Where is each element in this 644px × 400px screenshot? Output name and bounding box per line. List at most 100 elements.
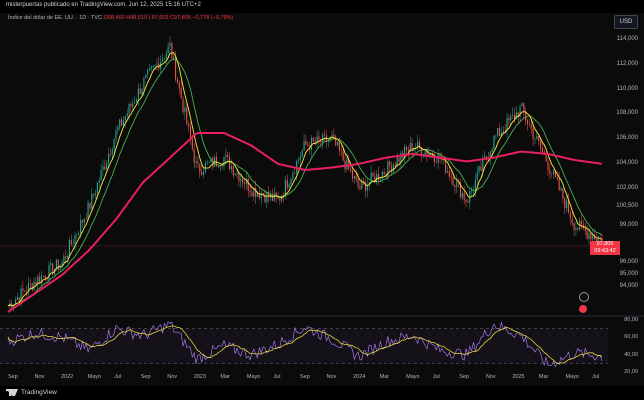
lightning-icon[interactable]: [579, 292, 589, 302]
candle: [208, 162, 210, 163]
candle: [245, 178, 247, 185]
ma-short-line: [7, 52, 603, 307]
candle: [139, 88, 141, 95]
time-tick: Sep: [140, 374, 151, 380]
candle: [154, 64, 156, 66]
candle: [89, 202, 91, 209]
candle: [256, 192, 259, 197]
time-tick: Sep: [459, 374, 470, 380]
candle: [463, 192, 465, 200]
candle: [83, 218, 85, 223]
candle: [68, 240, 71, 256]
candle: [210, 158, 212, 163]
candle: [519, 106, 521, 117]
candle: [268, 191, 270, 198]
price-tick: 96,000: [619, 258, 638, 265]
candle: [307, 144, 309, 146]
time-tick: Mar: [379, 374, 390, 380]
candle: [132, 103, 134, 107]
candle: [588, 233, 590, 239]
candle: [145, 74, 147, 79]
candle: [337, 142, 339, 146]
footer: [0, 386, 644, 400]
candle: [510, 115, 512, 121]
candle: [381, 172, 383, 179]
candle: [569, 212, 571, 219]
candle: [156, 63, 158, 65]
currency-button[interactable]: USD: [614, 15, 638, 29]
candle: [532, 128, 534, 139]
candle: [553, 170, 555, 175]
candle: [230, 166, 233, 170]
candle: [323, 134, 326, 136]
price-tick: 112,000: [616, 61, 638, 68]
candle: [564, 198, 566, 209]
candle: [350, 168, 352, 171]
candle: [398, 157, 400, 163]
time-tick: Mayo: [565, 374, 579, 380]
candle: [193, 149, 195, 163]
candle: [22, 288, 24, 291]
price-tick: 104,000: [616, 159, 638, 166]
candle: [180, 87, 182, 99]
candle: [342, 151, 344, 161]
candle: [461, 192, 463, 198]
candle: [80, 220, 82, 234]
candle: [255, 187, 257, 197]
candle: [126, 113, 128, 116]
candle: [37, 276, 39, 285]
symbol-legend[interactable]: Índice del dólar de EE. UU. · 1D · TVC O…: [8, 15, 233, 21]
candle: [411, 142, 413, 151]
candle: [562, 188, 564, 199]
candle: [431, 153, 434, 157]
candle: [121, 119, 123, 126]
candle: [299, 156, 301, 160]
candle: [134, 102, 136, 104]
candle: [288, 184, 290, 188]
candle: [428, 153, 430, 156]
candle: [290, 178, 292, 185]
candle: [513, 114, 516, 120]
candle: [40, 275, 43, 284]
time-tick: 2023: [193, 374, 207, 380]
candle: [93, 193, 95, 195]
candle: [560, 188, 562, 191]
candle: [405, 146, 408, 150]
rsi-tick: 20,00: [624, 369, 638, 375]
flag-icon[interactable]: [579, 305, 587, 313]
rsi-ma-line: [7, 325, 603, 365]
candle: [528, 124, 530, 125]
candle: [556, 177, 558, 179]
tradingview-logo[interactable]: TradingView: [6, 389, 57, 396]
tv-logo-icon: [6, 389, 18, 396]
candle: [227, 154, 229, 157]
candle: [452, 177, 454, 186]
candle: [63, 256, 65, 262]
candle: [478, 166, 480, 172]
time-tick: Mayo: [87, 374, 102, 380]
candle: [191, 138, 193, 150]
candle: [238, 172, 240, 182]
candle: [504, 131, 506, 132]
candle: [260, 193, 262, 199]
candle: [394, 164, 396, 167]
candle: [55, 259, 57, 269]
candle: [446, 170, 449, 173]
time-tick: Sep: [8, 374, 18, 380]
candle: [558, 178, 560, 191]
candle: [512, 114, 514, 116]
candle: [566, 200, 568, 209]
candle: [294, 173, 296, 174]
candle: [61, 261, 63, 266]
candle: [251, 192, 253, 197]
chart-area[interactable]: [0, 13, 644, 386]
candle: [420, 147, 422, 156]
candle: [314, 140, 316, 143]
candle: [26, 291, 28, 293]
candle: [370, 172, 372, 182]
candle: [590, 233, 592, 240]
last-price: 97,805: [596, 241, 614, 247]
candle: [42, 275, 44, 277]
candle: [521, 103, 523, 107]
